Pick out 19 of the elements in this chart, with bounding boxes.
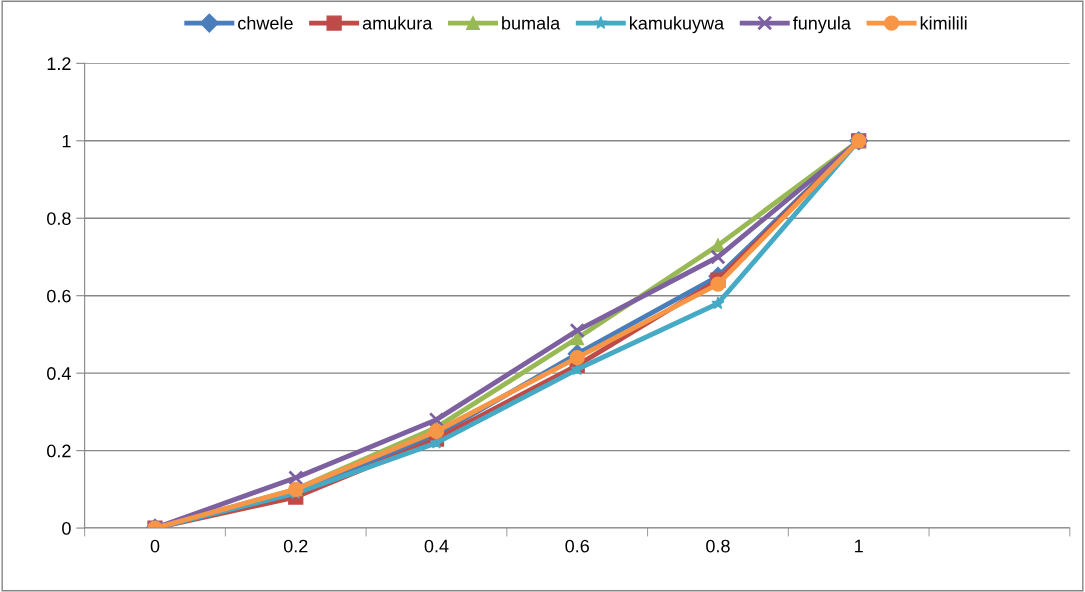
x-tick-label: 0.6 xyxy=(565,539,589,553)
y-tick-label: 1.2 xyxy=(47,57,71,70)
y-tick-label: 0.4 xyxy=(47,367,71,380)
y-tick-label: 0 xyxy=(62,522,71,535)
legend-label: kamukuywa xyxy=(630,16,725,34)
legend-label: bumala xyxy=(502,16,561,30)
legend-label: amukura xyxy=(362,16,433,30)
y-tick-label: 1 xyxy=(62,134,71,148)
x-tick-label: 0.8 xyxy=(706,539,730,553)
x-tick-label: 0.4 xyxy=(424,539,449,553)
y-tick-label: 0.8 xyxy=(47,212,71,225)
x-tick-label: 0.2 xyxy=(283,539,308,553)
legend-label: chwele xyxy=(238,16,293,30)
y-tick-label: 0.6 xyxy=(47,289,71,303)
legend-label: funyula xyxy=(792,16,851,34)
x-tick-label: 1 xyxy=(855,539,863,553)
x-tick-label: 0 xyxy=(150,539,160,553)
legend-label: kimilili xyxy=(920,16,967,30)
y-tick-label: 0.2 xyxy=(47,444,71,458)
